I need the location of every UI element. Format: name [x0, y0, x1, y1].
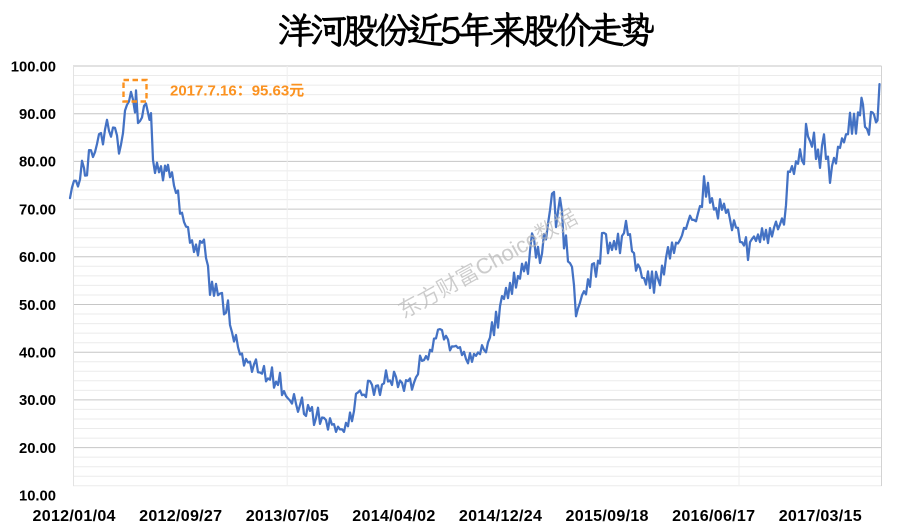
- svg-text:30.00: 30.00: [19, 393, 56, 409]
- svg-text:2013/07/05: 2013/07/05: [246, 507, 329, 525]
- svg-text:2015/09/18: 2015/09/18: [566, 507, 649, 525]
- svg-text:95.63: 95.63: [252, 83, 290, 100]
- svg-text:2012/09/27: 2012/09/27: [139, 507, 222, 525]
- svg-text:70.00: 70.00: [19, 202, 56, 218]
- svg-text:80.00: 80.00: [19, 155, 56, 171]
- svg-text:90.00: 90.00: [19, 107, 56, 123]
- svg-text:2014/12/24: 2014/12/24: [459, 507, 542, 525]
- svg-text:100.00: 100.00: [11, 59, 56, 75]
- svg-text:2017.7.16: 2017.7.16: [170, 83, 237, 100]
- svg-text:60.00: 60.00: [19, 250, 56, 266]
- svg-text:2016/06/17: 2016/06/17: [672, 507, 755, 525]
- svg-text:2014/04/02: 2014/04/02: [352, 507, 435, 525]
- svg-text:40.00: 40.00: [19, 346, 56, 362]
- svg-text:50.00: 50.00: [19, 298, 56, 314]
- svg-text:20.00: 20.00: [19, 441, 56, 457]
- svg-text:10.00: 10.00: [19, 489, 56, 505]
- svg-text:2017/03/15: 2017/03/15: [779, 507, 862, 525]
- svg-text:2012/01/04: 2012/01/04: [33, 507, 116, 525]
